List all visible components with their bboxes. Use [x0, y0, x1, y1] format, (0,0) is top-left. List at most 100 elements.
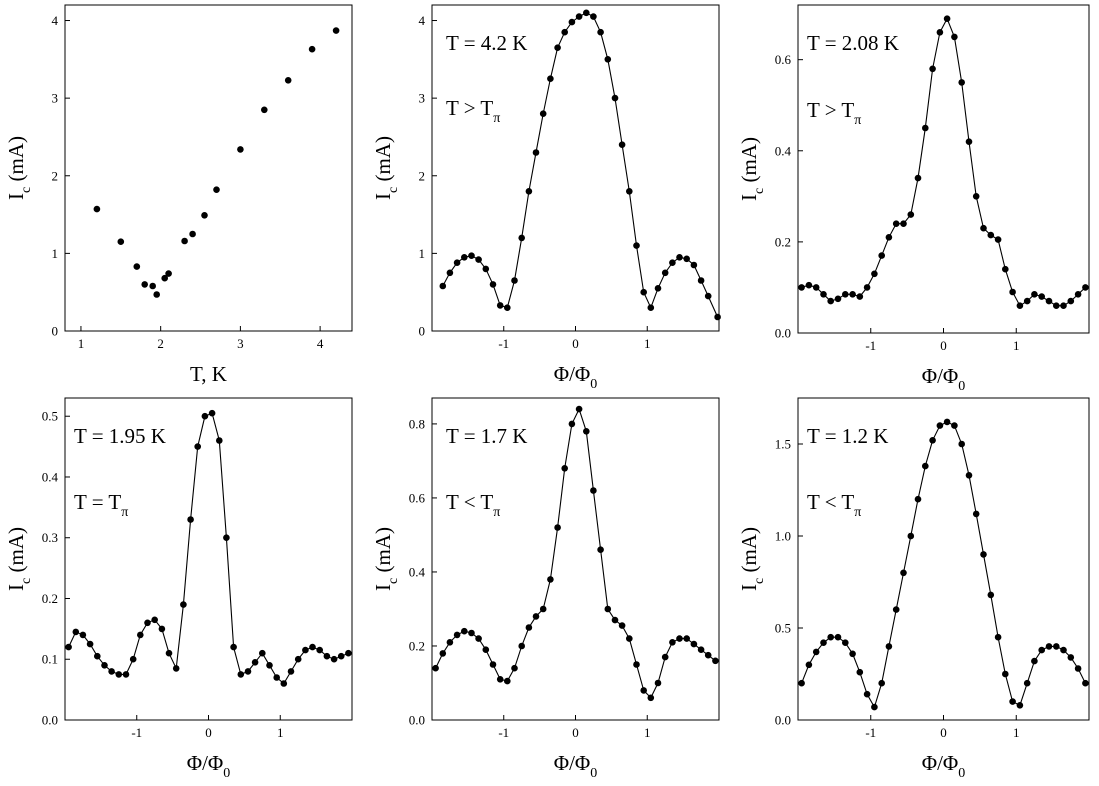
x-axis-label: Φ/Φ0 — [187, 751, 231, 781]
data-point — [475, 256, 482, 263]
data-point — [633, 661, 640, 668]
panel-annotation-subscript: π — [493, 505, 500, 520]
data-point — [676, 635, 683, 642]
panel-annotation-main: T < T — [807, 490, 854, 514]
data-point — [511, 664, 518, 672]
data-point — [712, 657, 719, 665]
data-point — [618, 141, 626, 148]
x-axis-label-subscript: 0 — [958, 766, 965, 781]
y-tick-label: 0.2 — [42, 591, 58, 606]
x-tick-label: 0 — [572, 725, 579, 740]
data-point — [216, 437, 223, 444]
data-point — [547, 75, 554, 82]
panel-annotation: T < Tπ — [446, 490, 500, 520]
data-point — [532, 613, 540, 620]
data-point — [575, 405, 583, 413]
data-point — [129, 655, 137, 663]
x-tick-label: 1 — [1013, 725, 1020, 740]
y-tick-label: 0.4 — [775, 143, 792, 158]
y-axis-label-main: I — [371, 193, 395, 200]
x-tick-label: -1 — [498, 336, 509, 351]
data-point — [690, 261, 698, 269]
x-axis-label: Φ/Φ0 — [922, 751, 966, 781]
data-point — [165, 649, 173, 657]
x-tick-label: 1 — [277, 725, 284, 740]
x-tick-label: 4 — [317, 336, 324, 351]
y-tick-label: 0.3 — [42, 530, 58, 545]
y-axis-label-tail: (mA) — [4, 527, 28, 578]
data-point — [611, 94, 619, 102]
data-point — [958, 79, 965, 86]
data-point — [151, 616, 158, 624]
y-tick-label: 0.2 — [775, 234, 791, 249]
data-point — [820, 291, 827, 298]
data-point — [133, 263, 141, 270]
x-axis-label-subscript: 0 — [223, 766, 230, 781]
y-tick-label: 4 — [52, 13, 59, 28]
data-point — [640, 687, 647, 694]
data-point — [316, 646, 324, 654]
data-point — [900, 569, 907, 577]
data-point — [827, 633, 834, 641]
y-axis-label: Ic (mA) — [4, 527, 34, 591]
panel-annotation-main: T = T — [74, 490, 121, 514]
data-point — [117, 238, 125, 245]
data-point — [1016, 302, 1024, 310]
plot-frame — [64, 4, 353, 332]
data-point — [863, 690, 871, 698]
data-point — [141, 281, 148, 288]
data-point — [153, 291, 160, 298]
data-point — [345, 649, 352, 657]
x-tick-label: 2 — [157, 336, 164, 351]
y-axis-label: Ic (mA) — [737, 527, 767, 591]
data-point — [230, 643, 237, 651]
panel-annotation: T = 4.2 K — [446, 31, 527, 55]
y-axis-label-tail: (mA) — [371, 136, 395, 187]
data-point — [468, 629, 475, 637]
data-point — [539, 605, 547, 613]
data-point — [161, 274, 168, 282]
data-point — [871, 703, 878, 711]
panel-annotation: T = 1.7 K — [446, 424, 527, 448]
data-point — [149, 282, 156, 290]
x-axis-label-subscript: 0 — [958, 379, 965, 394]
data-point — [798, 679, 805, 687]
data-point — [805, 281, 813, 289]
data-point — [554, 44, 561, 51]
data-point — [259, 649, 266, 657]
y-tick-label: 0.4 — [42, 469, 59, 484]
data-point — [309, 643, 316, 651]
y-axis-label-main: I — [4, 193, 28, 200]
data-point — [914, 174, 922, 182]
data-point — [863, 284, 871, 291]
data-point — [65, 643, 72, 651]
data-point — [1038, 293, 1045, 300]
data-point — [180, 601, 187, 608]
y-axis-label: Ic (mA) — [737, 137, 767, 201]
panel-annotation-main: T = 1.7 K — [446, 424, 527, 448]
data-point — [439, 282, 447, 290]
data-point — [284, 77, 292, 84]
data-point — [683, 255, 690, 263]
data-point — [187, 516, 194, 523]
x-tick-label: 1 — [644, 725, 651, 740]
y-axis-label-tail: (mA) — [737, 527, 761, 578]
data-point — [936, 29, 944, 36]
y-axis-label: Ic (mA) — [4, 136, 34, 200]
data-point — [583, 9, 590, 17]
data-point — [994, 633, 1002, 641]
data-point — [871, 270, 878, 278]
data-point — [461, 253, 468, 261]
y-tick-label: 4 — [419, 13, 426, 28]
data-point — [597, 28, 604, 36]
x-axis-label-main: Φ/Φ — [187, 751, 224, 775]
data-point — [892, 220, 900, 227]
x-axis-label-subscript: 0 — [590, 766, 597, 781]
x-axis-label-main: Φ/Φ — [554, 751, 591, 775]
data-point — [94, 652, 101, 660]
data-point — [337, 652, 345, 660]
data-point — [453, 631, 461, 639]
data-point — [842, 639, 849, 646]
